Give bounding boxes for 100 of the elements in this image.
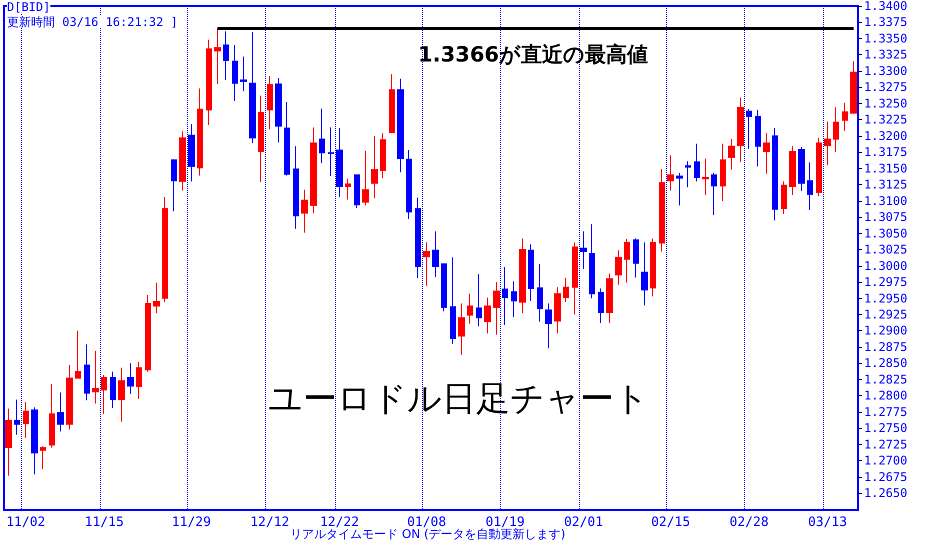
y-tick-label: 1.3175 [864, 145, 908, 160]
y-tick-label: 1.3375 [864, 15, 908, 30]
candlestick [136, 361, 142, 400]
candlestick [57, 392, 64, 432]
candlestick [615, 250, 622, 286]
annotation: D[BID] [7, 0, 50, 14]
y-tick-label: 1.2825 [864, 372, 908, 386]
candlestick [728, 138, 735, 170]
y-tick-label: 1.2900 [864, 324, 908, 338]
candlestick [493, 282, 500, 336]
candlestick [258, 95, 264, 183]
y-tick-label: 1.3000 [864, 258, 908, 273]
x-tick-label: 12/12 [250, 515, 290, 530]
x-tick-label: 03/13 [808, 515, 848, 530]
candlestick [519, 238, 526, 314]
y-tick-label: 1.3275 [864, 80, 908, 94]
candlestick [110, 371, 116, 409]
y-tick-label: 1.2925 [864, 308, 908, 322]
candlestick [589, 224, 595, 299]
candlestick [563, 278, 569, 303]
y-tick-label: 1.2850 [864, 356, 908, 370]
candlestick [633, 238, 639, 278]
y-tick-label: 1.3350 [864, 31, 908, 46]
candlestick [66, 364, 73, 430]
candlestick [432, 230, 439, 278]
annotation: 更新時間 03/16 16:21:32 ] [7, 15, 178, 29]
candlestick [606, 273, 613, 324]
candlestick [685, 160, 691, 188]
candlestick [389, 74, 395, 134]
y-tick-label: 1.2975 [864, 275, 908, 290]
x-tick-label: 12/22 [320, 515, 360, 530]
candlestick [371, 135, 378, 199]
candlestick [214, 28, 221, 84]
candlestick [667, 154, 674, 191]
candlestick [354, 174, 360, 208]
text: リアルタイムモード ON (データを自動更新します) [290, 527, 566, 541]
x-tick-label: 11/29 [172, 515, 211, 530]
y-tick-label: 1.3050 [864, 226, 908, 240]
candlestick [755, 109, 761, 167]
candlestick [545, 302, 552, 349]
y-tick-label: 1.2950 [864, 291, 908, 306]
candlestick [49, 384, 55, 448]
y-tick-label: 1.2875 [864, 340, 908, 354]
candlestick [249, 31, 256, 144]
x-tick-label: 01/08 [407, 515, 446, 530]
candlestick [598, 288, 604, 324]
candlestick [145, 294, 151, 372]
x-tick-label: 02/01 [564, 515, 604, 530]
candlestick [118, 367, 125, 422]
x-tick-label: 11/15 [84, 515, 124, 530]
y-tick-label: 1.3200 [864, 128, 908, 143]
x-tick-label: 02/28 [730, 515, 769, 530]
y-tick-label: 1.3025 [864, 242, 908, 257]
candlestick [5, 408, 12, 476]
candlestick [816, 137, 822, 197]
candlestick [284, 102, 290, 176]
candlestick [267, 76, 273, 130]
candlestick [807, 162, 813, 210]
candlestick [275, 78, 282, 143]
candlestick [842, 102, 848, 132]
candlestick [624, 238, 630, 284]
candlestick [781, 180, 787, 214]
y-tick-label: 1.3125 [864, 178, 908, 192]
candlestick [240, 56, 247, 92]
candlestick [554, 286, 561, 334]
candlestick [75, 330, 81, 379]
candlestick [467, 293, 473, 324]
candlestick [528, 244, 534, 302]
candlestick [694, 143, 700, 182]
candlestick [153, 282, 160, 314]
x-tick-label: 02/15 [651, 515, 690, 530]
candlestick [798, 146, 805, 192]
candlestick [572, 242, 578, 316]
candlestick [380, 132, 386, 179]
candlestick [84, 344, 90, 401]
candlestick [101, 374, 107, 414]
y-tick-label: 1.3250 [864, 96, 908, 110]
candlestick [711, 172, 717, 216]
candlestick [450, 256, 456, 344]
candlestick [23, 402, 29, 438]
candlestick [476, 274, 482, 327]
candlestick [824, 121, 831, 166]
candlestick [310, 126, 317, 214]
text: ユーロドル日足チャート [268, 379, 649, 419]
candlestick [362, 150, 369, 206]
annotation: 1.3366が直近の最高値 [418, 42, 648, 66]
y-tick-label: 1.2675 [864, 470, 908, 484]
candlestick [162, 196, 168, 303]
candlestick [92, 350, 99, 404]
candlestick [441, 262, 447, 312]
candlestick [223, 30, 229, 81]
candlestick [127, 362, 134, 394]
candlestick [850, 60, 857, 114]
y-tick-label: 1.3075 [864, 210, 908, 224]
candlestick [319, 108, 325, 164]
candlestick [737, 97, 744, 162]
candlestick [397, 78, 404, 173]
candlestick [659, 168, 665, 252]
candlestick [720, 143, 726, 202]
candlestick [511, 280, 517, 318]
